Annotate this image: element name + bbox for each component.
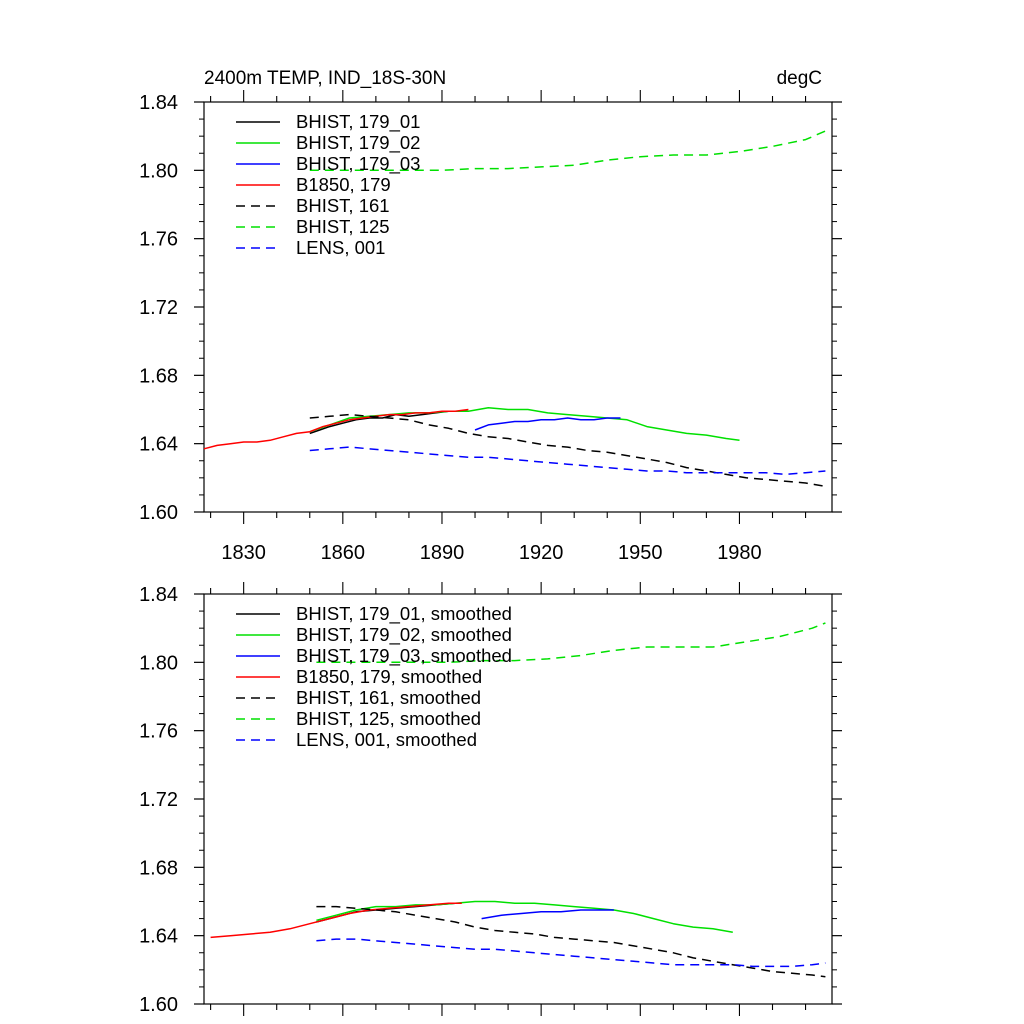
series-line xyxy=(316,900,733,934)
y-tick-label: 1.68 xyxy=(139,365,178,387)
legend-label: BHIST, 179_03, smoothed xyxy=(296,645,512,667)
x-tick-label: 1890 xyxy=(420,542,465,564)
series-line xyxy=(210,902,462,939)
y-tick-label: 1.64 xyxy=(139,926,178,948)
legend-label: LENS, 001 xyxy=(296,237,385,258)
legend-label: LENS, 001, smoothed xyxy=(296,729,477,750)
legend-label: BHIST, 179_01 xyxy=(296,111,420,133)
y-tick-label: 1.76 xyxy=(139,229,178,251)
series-line xyxy=(316,938,826,968)
y-tick-label: 1.80 xyxy=(139,160,178,182)
legend-label: BHIST, 125, smoothed xyxy=(296,708,481,729)
y-tick-label: 1.60 xyxy=(139,994,178,1016)
legend-label: B1850, 179 xyxy=(296,174,391,195)
series-line xyxy=(203,408,469,450)
y-tick-label: 1.84 xyxy=(139,92,178,114)
series-line xyxy=(309,407,740,442)
y-tick-label: 1.60 xyxy=(139,502,178,524)
chart-title: 2400m TEMP, IND_18S-30N xyxy=(204,68,446,89)
series-line xyxy=(309,130,826,172)
y-tick-label: 1.84 xyxy=(139,584,178,606)
legend-label: BHIST, 125 xyxy=(296,216,390,237)
y-tick-label: 1.64 xyxy=(139,434,178,456)
x-tick-label: 1920 xyxy=(519,542,564,564)
chart-panel-top: 1.60 1.64 1.68 1.72 1.76 1.80 1.84 1830 1860 1890… xyxy=(139,90,842,564)
series-line xyxy=(309,446,826,476)
series-line xyxy=(474,417,621,431)
series-line xyxy=(309,413,826,488)
legend-label: BHIST, 179_02, smoothed xyxy=(296,624,512,646)
legend-label: BHIST, 179_02 xyxy=(296,132,420,154)
y-tick-label: 1.76 xyxy=(139,721,178,743)
units-label: degC xyxy=(777,68,822,89)
y-tick-label: 1.68 xyxy=(139,857,178,879)
x-tick-label: 1950 xyxy=(618,542,663,564)
series-line xyxy=(481,909,614,920)
x-tick-label: 1860 xyxy=(321,542,366,564)
series-line xyxy=(316,622,826,664)
y-tick-label: 1.72 xyxy=(139,789,178,811)
chart-panel-bottom: 1.60 1.64 1.68 1.72 1.76 1.80 1.84 BHIST, 179_0… xyxy=(139,582,842,1016)
y-tick-label: 1.72 xyxy=(139,297,178,319)
x-tick-label: 1830 xyxy=(221,542,266,564)
series-line xyxy=(316,905,826,978)
legend-label: BHIST, 161, smoothed xyxy=(296,687,481,708)
y-tick-label: 1.80 xyxy=(139,652,178,674)
x-tick-label: 1980 xyxy=(717,542,762,564)
legend-label: BHIST, 179_03 xyxy=(296,153,420,175)
legend-label: B1850, 179, smoothed xyxy=(296,666,482,687)
legend-label: BHIST, 161 xyxy=(296,195,390,216)
legend-label: BHIST, 179_01, smoothed xyxy=(296,603,512,625)
